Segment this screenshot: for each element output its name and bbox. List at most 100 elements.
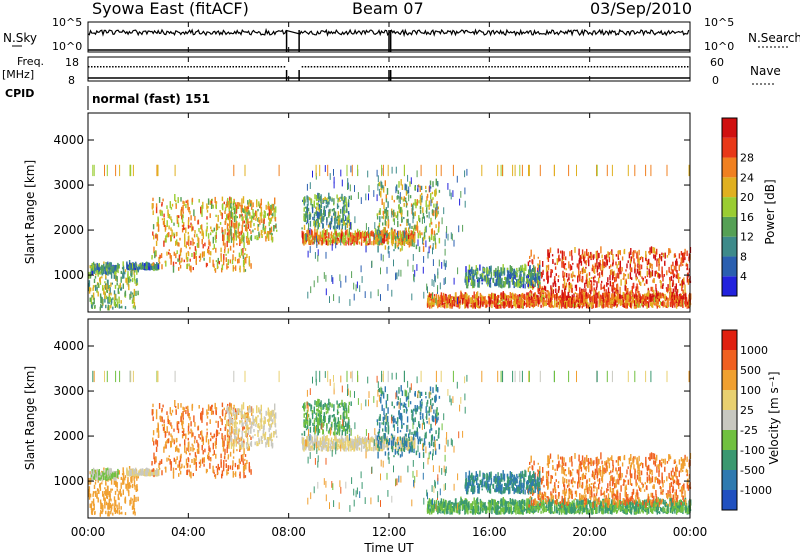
echo-cell bbox=[592, 265, 595, 273]
echo-cell bbox=[151, 205, 154, 210]
echo-cell bbox=[666, 290, 669, 294]
echo-cell bbox=[518, 274, 521, 280]
echo-cell bbox=[185, 203, 187, 209]
echo-cell bbox=[336, 215, 339, 219]
echo-cell bbox=[469, 272, 471, 276]
echo-cell bbox=[111, 298, 113, 304]
echo-cell bbox=[620, 295, 622, 299]
echo-cell bbox=[577, 275, 579, 282]
echo-cell bbox=[310, 229, 313, 237]
echo-cell bbox=[533, 299, 535, 303]
echo-cell bbox=[594, 293, 596, 298]
echo-cell bbox=[404, 227, 407, 231]
echo-cell bbox=[267, 206, 269, 210]
echo-cell bbox=[323, 234, 325, 240]
echo-cell bbox=[504, 294, 507, 299]
echo-cell bbox=[315, 232, 317, 239]
echo-cell bbox=[136, 269, 138, 275]
echo-cell bbox=[617, 272, 619, 279]
echo-cell bbox=[118, 284, 120, 289]
echo-cell bbox=[521, 301, 524, 304]
echo-cell bbox=[468, 298, 470, 305]
echo-cell bbox=[133, 271, 135, 275]
echo-cell bbox=[338, 239, 340, 243]
echo-cell bbox=[242, 248, 244, 253]
echo-cell bbox=[587, 280, 589, 288]
echo-cell bbox=[417, 232, 419, 239]
echo-cell bbox=[615, 254, 618, 257]
echo-cell bbox=[435, 212, 436, 220]
echo-cell bbox=[663, 274, 665, 277]
echo-cell bbox=[236, 221, 238, 225]
nave-dot bbox=[410, 66, 412, 68]
echo-cell bbox=[385, 209, 387, 216]
echo-cell bbox=[670, 297, 672, 304]
echo-cell bbox=[229, 221, 231, 229]
echo-cell bbox=[329, 196, 331, 200]
echo-cell bbox=[361, 235, 363, 243]
echo-cell bbox=[559, 299, 561, 302]
echo-cell bbox=[307, 207, 310, 212]
echo-cell bbox=[319, 234, 322, 241]
echo-cell bbox=[209, 241, 211, 247]
echo-cell bbox=[496, 298, 499, 303]
echo-cell bbox=[450, 296, 453, 299]
echo-cell bbox=[594, 275, 596, 279]
echo-cell bbox=[602, 294, 604, 300]
echo-cell bbox=[569, 264, 572, 271]
echo-cell bbox=[202, 232, 204, 240]
echo-cell bbox=[539, 164, 541, 177]
nave-dot bbox=[479, 66, 481, 68]
echo-cell bbox=[636, 268, 639, 274]
echo-cell bbox=[155, 240, 158, 246]
echo-cell bbox=[658, 262, 660, 267]
echo-cell bbox=[311, 238, 313, 243]
echo-cell bbox=[309, 246, 311, 253]
colorbar-swatch bbox=[722, 216, 737, 237]
echo-cell bbox=[542, 297, 544, 303]
echo-cell bbox=[90, 268, 93, 272]
echo-cell bbox=[431, 209, 434, 215]
echo-cell bbox=[619, 293, 621, 300]
echo-cell bbox=[627, 303, 630, 306]
echo-cell bbox=[114, 294, 116, 300]
echo-cell bbox=[155, 203, 158, 208]
echo-cell bbox=[319, 206, 322, 209]
echo-cell bbox=[151, 263, 153, 270]
echo-cell bbox=[459, 198, 461, 206]
echo-cell bbox=[563, 284, 566, 291]
echo-cell bbox=[382, 222, 384, 226]
nave-dot bbox=[545, 66, 547, 68]
echo-cell bbox=[387, 164, 389, 177]
echo-cell bbox=[388, 251, 390, 258]
echo-cell bbox=[568, 273, 570, 277]
nave-dot bbox=[262, 66, 265, 68]
echo-cell bbox=[576, 303, 579, 307]
echo-cell bbox=[372, 231, 374, 237]
echo-cell bbox=[178, 242, 180, 247]
echo-cell bbox=[423, 256, 425, 263]
echo-cell bbox=[221, 227, 223, 234]
echo-cell bbox=[635, 289, 637, 296]
nave-dot bbox=[575, 66, 578, 68]
echo-cell bbox=[102, 285, 104, 291]
echo-cell bbox=[570, 250, 573, 256]
nave-dot bbox=[232, 66, 234, 68]
echo-cell bbox=[113, 290, 116, 295]
nave-dot bbox=[193, 66, 195, 68]
echo-cell bbox=[517, 294, 519, 301]
echo-cell bbox=[309, 220, 312, 227]
echo-cell bbox=[517, 270, 519, 273]
echo-cell bbox=[432, 181, 434, 188]
echo-cell bbox=[371, 260, 373, 268]
echo-cell bbox=[435, 293, 438, 301]
echo-cell bbox=[640, 264, 643, 270]
echo-cell bbox=[641, 276, 643, 279]
echo-cell bbox=[551, 254, 554, 257]
echo-cell bbox=[610, 298, 612, 305]
echo-cell bbox=[180, 210, 182, 217]
echo-cell bbox=[472, 281, 474, 288]
echo-cell bbox=[431, 191, 434, 195]
echo-cell bbox=[306, 233, 308, 240]
echo-cell bbox=[687, 278, 690, 285]
